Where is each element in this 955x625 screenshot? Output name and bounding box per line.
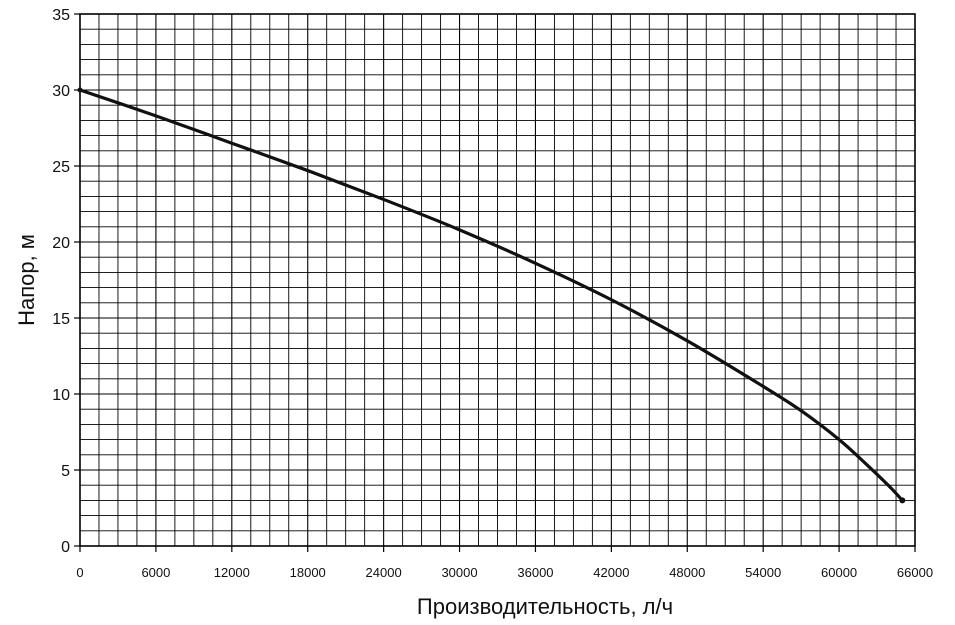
x-tick-label: 12000 (214, 565, 250, 580)
x-tick-label: 66000 (897, 565, 933, 580)
x-tick-label: 18000 (290, 565, 326, 580)
x-tick-label: 24000 (366, 565, 402, 580)
x-tick-label: 48000 (669, 565, 705, 580)
series-line (78, 88, 904, 502)
y-axis-title: Напор, м (14, 234, 39, 326)
x-tick-label: 0 (76, 565, 83, 580)
series-start-point (77, 87, 83, 93)
series-end-point (899, 497, 906, 504)
grid (80, 14, 915, 546)
y-tick-label: 25 (52, 159, 70, 176)
x-tick-label: 6000 (141, 565, 170, 580)
y-tick-label: 35 (52, 7, 70, 24)
tick-labels: 0 6000 12000 18000 24000 30000 36000 42000 48000… (52, 7, 933, 580)
axes (74, 13, 916, 552)
y-tick-label: 10 (52, 387, 70, 404)
y-tick-label: 15 (52, 311, 70, 328)
y-tick-label: 5 (61, 463, 70, 480)
x-tick-label: 36000 (517, 565, 553, 580)
x-tick-label: 42000 (593, 565, 629, 580)
plot-border (79, 13, 916, 547)
x-tick-label: 60000 (821, 565, 857, 580)
x-tick-label: 30000 (441, 565, 477, 580)
x-tick-label: 54000 (745, 565, 781, 580)
y-tick-label: 0 (61, 539, 70, 556)
y-tick-label: 20 (52, 235, 70, 252)
series (77, 87, 906, 504)
y-tick-label: 30 (52, 83, 70, 100)
x-axis-title: Производительность, л/ч (417, 594, 673, 619)
